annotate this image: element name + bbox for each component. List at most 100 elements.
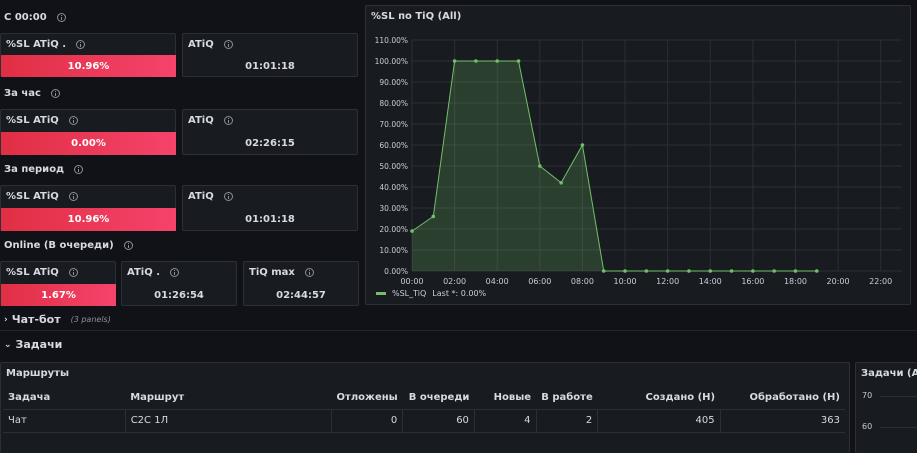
x-tick-label: 14:00 [699, 277, 722, 286]
atiq-value: 01:26:54 [154, 290, 204, 301]
panel-title-text: %SL ATiQ [6, 267, 59, 278]
row-title-since-midnight: С 00:00 [4, 12, 66, 23]
panel-title-text: %SL ATiQ [6, 191, 59, 202]
sl-atiq-panel-since-midnight: %SL ATiQ . 10.96% [0, 33, 176, 77]
panel-title-text: %SL ATiQ [6, 115, 59, 126]
sl-value-bar: 1.67% [1, 284, 116, 306]
data-point [687, 269, 691, 273]
sl-atiq-panel-online: %SL ATiQ 1.67% [0, 261, 116, 306]
x-tick-label: 04:00 [486, 277, 509, 286]
data-point [516, 59, 521, 63]
chart-legend[interactable]: %SL_TiQ Last *: 0.00% [376, 289, 486, 298]
tiq-max-value: 02:44:57 [276, 290, 326, 301]
info-icon[interactable] [76, 40, 86, 49]
info-icon[interactable] [223, 40, 233, 49]
panel-title: ATiQ [188, 115, 233, 126]
routes-table-wrap: Задача Маршрут Отложены В очереди Новые … [3, 387, 845, 433]
routes-table: Задача Маршрут Отложены В очереди Новые … [3, 387, 845, 433]
legend-last-value: Last *: 0.00% [432, 289, 487, 298]
y-tick-label: 100.00% [375, 57, 408, 66]
sl-tiq-chart[interactable]: 0.00% 10.00% 20.00% 30.00% 40.00% 50.00% 60.00… [366, 6, 912, 306]
atiq-value: 01:01:18 [245, 214, 295, 225]
y-tick-label: 60 [862, 422, 873, 431]
panel-title-text: ATiQ [188, 115, 214, 126]
table-cell: 0 [331, 409, 404, 433]
x-tick-label: 18:00 [784, 277, 807, 286]
routes-panel: Маршруты Задача Маршрут Отложены В очере… [0, 362, 850, 453]
data-point [814, 269, 819, 273]
sl-value-bar: 10.96% [1, 208, 176, 231]
panel-title: %SL ATiQ . [6, 39, 86, 50]
info-icon[interactable] [223, 116, 233, 125]
y-tick-label: 40.00% [379, 183, 408, 192]
column-header[interactable]: Отложены [331, 387, 403, 410]
x-tick-label: 20:00 [827, 277, 850, 286]
row-title-text: За час [4, 88, 41, 99]
gridline [880, 396, 917, 397]
x-tick-label: 08:00 [571, 277, 594, 286]
column-header[interactable]: Обработано (Н) [720, 387, 845, 410]
info-icon[interactable] [170, 268, 179, 277]
atiq-value: 01:01:18 [245, 61, 295, 72]
panel-title: TiQ max [249, 267, 314, 278]
info-icon[interactable] [68, 116, 78, 125]
section-tasks[interactable]: ⌄ Задачи [4, 338, 62, 351]
x-tick-label: 12:00 [656, 277, 679, 286]
panel-title: %SL по TiQ (All) [371, 11, 462, 22]
x-tick-label: 06:00 [528, 277, 551, 286]
panel-title: ATiQ [188, 39, 233, 50]
y-tick-label: 50.00% [379, 162, 408, 171]
row-title-period: За период [4, 164, 84, 175]
info-icon[interactable] [68, 268, 78, 277]
data-point [772, 269, 776, 273]
data-point [729, 269, 734, 273]
row-title-text: Online (В очереди) [4, 240, 114, 251]
info-icon[interactable] [50, 89, 60, 98]
table-cell: Чат [3, 409, 126, 433]
data-point [559, 181, 563, 185]
data-point [601, 269, 606, 273]
info-icon[interactable] [123, 241, 133, 250]
column-header[interactable]: Создано (Н) [597, 387, 721, 410]
column-header[interactable]: В работе [536, 387, 598, 410]
y-tick-label: 10.00% [379, 246, 408, 255]
data-point [580, 143, 585, 147]
y-tick-label: 60.00% [379, 141, 408, 150]
section-title: Чат-бот [11, 313, 61, 326]
panel-title: Задачи (All) [861, 368, 917, 379]
sl-by-tiq-chart-panel: %SL по TiQ (All) 0.00% 10.00% 20.00% 30.00%… [365, 5, 911, 305]
table-cell: 405 [597, 409, 721, 433]
y-tick-label: 80.00% [379, 99, 408, 108]
info-icon[interactable] [223, 192, 233, 201]
column-header[interactable]: Новые [474, 387, 537, 410]
x-tick-label: 00:00 [400, 277, 423, 286]
row-title-text: С 00:00 [4, 12, 47, 23]
info-icon[interactable] [304, 268, 314, 277]
data-point [474, 59, 478, 63]
series-area [412, 61, 817, 271]
panel-title: %SL ATiQ [6, 115, 78, 126]
panel-title-text: %SL ATiQ . [6, 39, 67, 50]
section-chatbot[interactable]: › Чат-бот (3 panels) [4, 313, 111, 326]
divider [0, 330, 917, 331]
panel-title-text: TiQ max [249, 267, 295, 278]
row-title-text: За период [4, 164, 65, 175]
column-header[interactable]: Маршрут [125, 387, 332, 410]
column-header[interactable]: Задача [3, 387, 126, 410]
table-cell: 2 [536, 409, 599, 433]
info-icon[interactable] [56, 13, 66, 22]
table-header-row: Задача Маршрут Отложены В очереди Новые … [3, 387, 845, 410]
section-title: Задачи [15, 338, 63, 351]
info-icon[interactable] [68, 192, 78, 201]
row-title-online: Online (В очереди) [4, 240, 133, 251]
data-point [538, 164, 542, 168]
gridline [880, 427, 917, 428]
panel-title: %SL ATiQ [6, 191, 78, 202]
info-icon[interactable] [74, 165, 84, 174]
y-tick-label: 0.00% [384, 267, 408, 276]
row-title-last-hour: За час [4, 88, 60, 99]
legend-series-name: %SL_TiQ [392, 289, 427, 298]
sl-value-bar: 0.00% [1, 132, 176, 155]
column-header[interactable]: В очереди [402, 387, 475, 410]
data-point [452, 59, 457, 63]
